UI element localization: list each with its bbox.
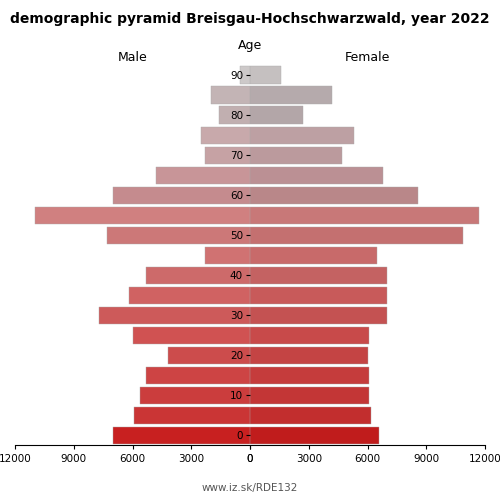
Bar [113,426,250,444]
Bar [250,426,380,444]
Bar [107,226,250,244]
Bar [146,266,250,283]
Bar [205,146,250,164]
Bar [250,386,370,404]
Text: demographic pyramid Breisgau-Hochschwarzwald, year 2022: demographic pyramid Breisgau-Hochschwarz… [10,12,490,26]
Bar [128,286,250,304]
Bar [113,186,250,204]
Bar [240,66,250,84]
Bar [146,366,250,384]
Bar [250,206,479,224]
Bar [250,326,370,344]
Bar [140,386,250,404]
Bar [250,246,378,264]
Bar [250,66,282,84]
Bar [211,86,250,104]
Bar [250,86,332,104]
Bar [205,246,250,264]
Bar [168,346,250,364]
Bar [250,186,418,204]
Bar [156,166,250,184]
Bar [250,266,387,283]
Bar [201,126,250,144]
Bar [250,306,387,324]
Bar [99,306,250,324]
Text: Age: Age [238,40,262,52]
Bar [250,226,464,244]
Bar [250,146,342,164]
Bar [134,406,250,424]
X-axis label: Male: Male [118,51,148,64]
Bar [34,206,250,224]
Bar [250,346,368,364]
Bar [132,326,250,344]
Bar [250,406,372,424]
Text: www.iz.sk/RDE132: www.iz.sk/RDE132 [202,482,298,492]
Bar [250,166,383,184]
Bar [250,366,370,384]
X-axis label: Female: Female [345,51,390,64]
Bar [218,106,250,124]
Bar [250,106,303,124]
Bar [250,126,354,144]
Bar [250,286,387,304]
